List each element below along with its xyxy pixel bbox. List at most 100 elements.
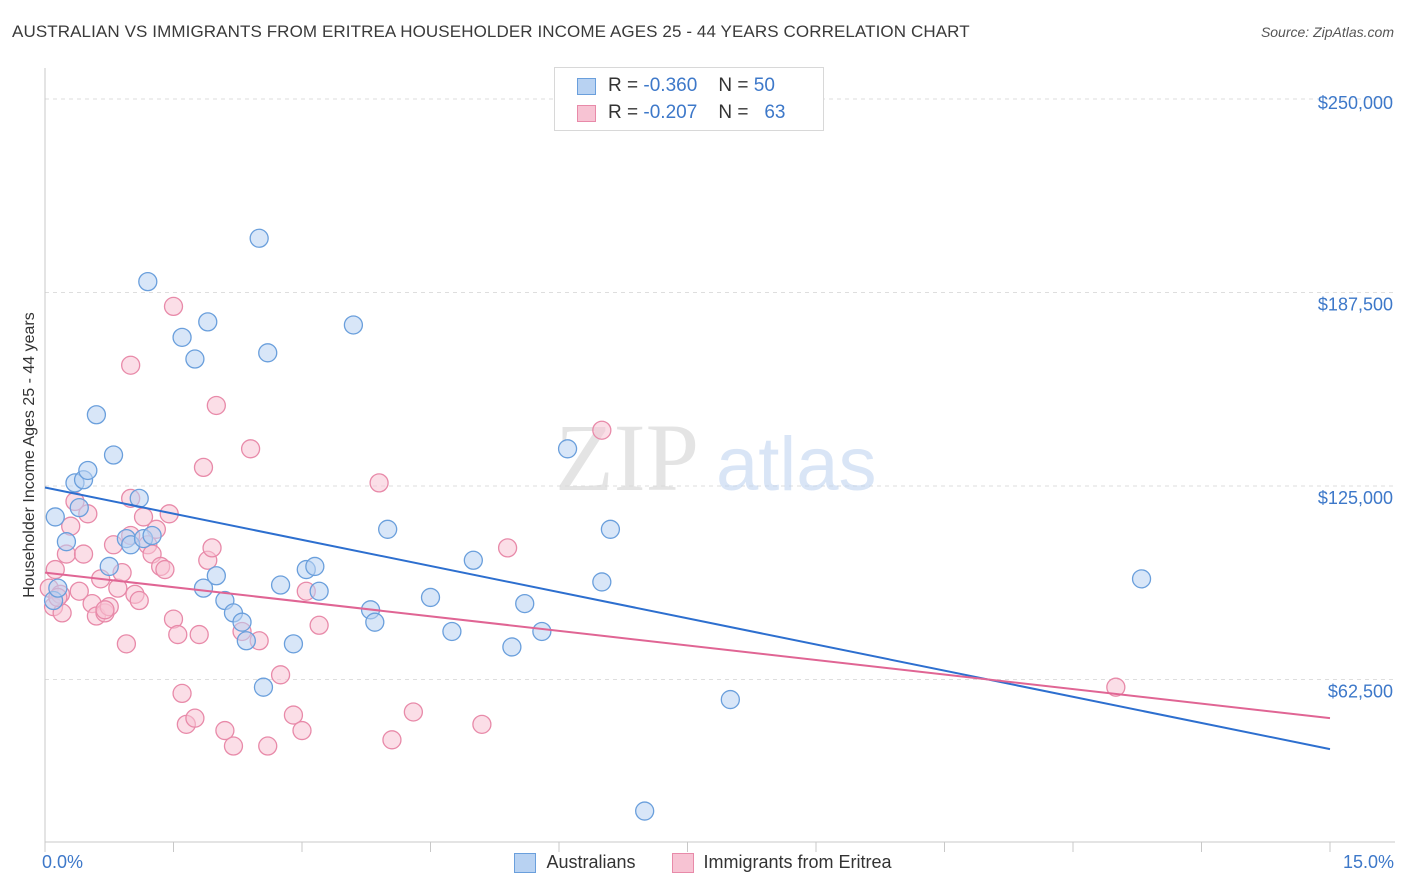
australians-point bbox=[258, 343, 278, 363]
y-tick-label: $125,000 bbox=[1318, 488, 1393, 508]
eritrea-point bbox=[121, 355, 141, 375]
australians-point bbox=[592, 572, 612, 592]
eritrea-point bbox=[116, 634, 137, 654]
legend-label-australians: Australians bbox=[546, 852, 636, 872]
legend-row-australians: R = -0.360 N = 50 bbox=[577, 73, 775, 99]
australians-point bbox=[270, 575, 291, 595]
eritrea-point bbox=[163, 296, 184, 317]
australians-point bbox=[557, 439, 578, 459]
australians-point bbox=[56, 532, 77, 552]
eritrea-point bbox=[168, 624, 188, 645]
eritrea-point bbox=[258, 736, 278, 756]
eritrea-trend-line bbox=[44, 571, 1331, 720]
australians-point bbox=[600, 519, 621, 539]
legend-swatch-australians bbox=[514, 852, 537, 873]
australians-point bbox=[78, 460, 98, 481]
eritrea-point bbox=[206, 395, 226, 416]
australians-point bbox=[138, 271, 158, 292]
eritrea-point bbox=[189, 624, 209, 645]
axes bbox=[44, 68, 1395, 852]
eritrea-point bbox=[129, 590, 149, 611]
australians-point bbox=[463, 550, 483, 570]
australians-point bbox=[232, 612, 252, 632]
legend-n-label: N = bbox=[718, 102, 749, 123]
australians-point bbox=[185, 349, 205, 369]
eritrea-point bbox=[155, 559, 175, 580]
australians-point bbox=[172, 327, 192, 348]
australians-point bbox=[442, 621, 462, 642]
australians-point bbox=[283, 634, 304, 654]
eritrea-point bbox=[592, 420, 612, 440]
correlation-legend: R = -0.360 N = 50 R = -0.207 N = 63 bbox=[554, 67, 824, 131]
eritrea-point bbox=[185, 708, 205, 728]
legend-item-australians: Australians bbox=[514, 852, 636, 873]
australians-point bbox=[198, 312, 218, 332]
eritrea-point bbox=[202, 538, 222, 558]
eritrea-point bbox=[283, 705, 304, 725]
x-tick-max: 15.0% bbox=[1342, 852, 1394, 872]
australians-point bbox=[142, 525, 162, 546]
eritrea-point bbox=[472, 714, 492, 735]
series-eritrea-points bbox=[39, 296, 1126, 756]
y-tick-label: $62,500 bbox=[1328, 681, 1393, 701]
australians-point bbox=[305, 556, 325, 577]
australians-point bbox=[249, 228, 269, 248]
australians-point bbox=[420, 587, 441, 608]
series-legend: Australians Immigrants from Eritrea bbox=[0, 852, 1406, 873]
eritrea-point bbox=[193, 457, 214, 478]
australians-point bbox=[48, 578, 68, 598]
australians-point bbox=[206, 566, 226, 586]
eritrea-point bbox=[172, 683, 192, 704]
legend-row-eritrea: R = -0.207 N = 63 bbox=[577, 100, 785, 126]
gridlines bbox=[45, 98, 1395, 680]
australians-point bbox=[1131, 569, 1152, 589]
eritrea-point bbox=[215, 720, 235, 741]
legend-r-value: -0.207 bbox=[643, 102, 698, 123]
eritrea-point bbox=[369, 473, 389, 493]
australians-point bbox=[193, 578, 214, 598]
australians-point bbox=[45, 507, 65, 527]
source-label: Source: ZipAtlas.com bbox=[1260, 24, 1394, 40]
legend-n-label: N = bbox=[718, 75, 749, 96]
australians-point bbox=[502, 637, 522, 657]
eritrea-point bbox=[73, 544, 94, 564]
australians-point bbox=[532, 621, 552, 642]
legend-label-eritrea: Immigrants from Eritrea bbox=[703, 852, 892, 872]
eritrea-point bbox=[240, 439, 261, 459]
eritrea-point bbox=[403, 702, 424, 722]
australians-point bbox=[515, 593, 535, 614]
watermark-atlas: atlas bbox=[716, 422, 877, 507]
legend-r-value: -0.360 bbox=[643, 75, 698, 96]
eritrea-point bbox=[497, 538, 518, 558]
australians-point bbox=[378, 519, 398, 539]
legend-swatch-eritrea bbox=[577, 104, 596, 122]
australians-point bbox=[365, 612, 385, 632]
eritrea-point bbox=[95, 600, 115, 620]
legend-swatch-eritrea bbox=[671, 852, 694, 873]
y-tick-label: $187,500 bbox=[1318, 294, 1393, 314]
series-australians-points bbox=[43, 228, 1152, 821]
eritrea-point bbox=[1106, 677, 1126, 697]
australians-point bbox=[69, 497, 89, 518]
australians-trend-line bbox=[44, 486, 1331, 751]
eritrea-point bbox=[69, 581, 89, 601]
y-tick-labels: $62,500 $125,000 $187,500 $250,000 bbox=[1318, 93, 1393, 702]
australians-point bbox=[635, 801, 655, 821]
eritrea-point bbox=[45, 559, 65, 580]
eritrea-point bbox=[382, 730, 402, 750]
x-tick-min: 0.0% bbox=[42, 852, 84, 872]
australians-point bbox=[720, 689, 740, 710]
y-tick-label: $250,000 bbox=[1318, 93, 1393, 113]
legend-item-eritrea: Immigrants from Eritrea bbox=[671, 852, 892, 873]
australians-point bbox=[253, 677, 274, 697]
legend-n-value: 63 bbox=[764, 102, 786, 123]
legend-r-label: R = bbox=[608, 75, 639, 96]
legend-swatch-australians bbox=[577, 77, 596, 95]
watermark-zip: ZIP bbox=[555, 404, 699, 511]
australians-point bbox=[236, 631, 256, 651]
australians-point bbox=[86, 405, 107, 425]
australians-point bbox=[99, 556, 119, 577]
australians-point bbox=[343, 315, 364, 335]
australians-point bbox=[103, 445, 124, 465]
